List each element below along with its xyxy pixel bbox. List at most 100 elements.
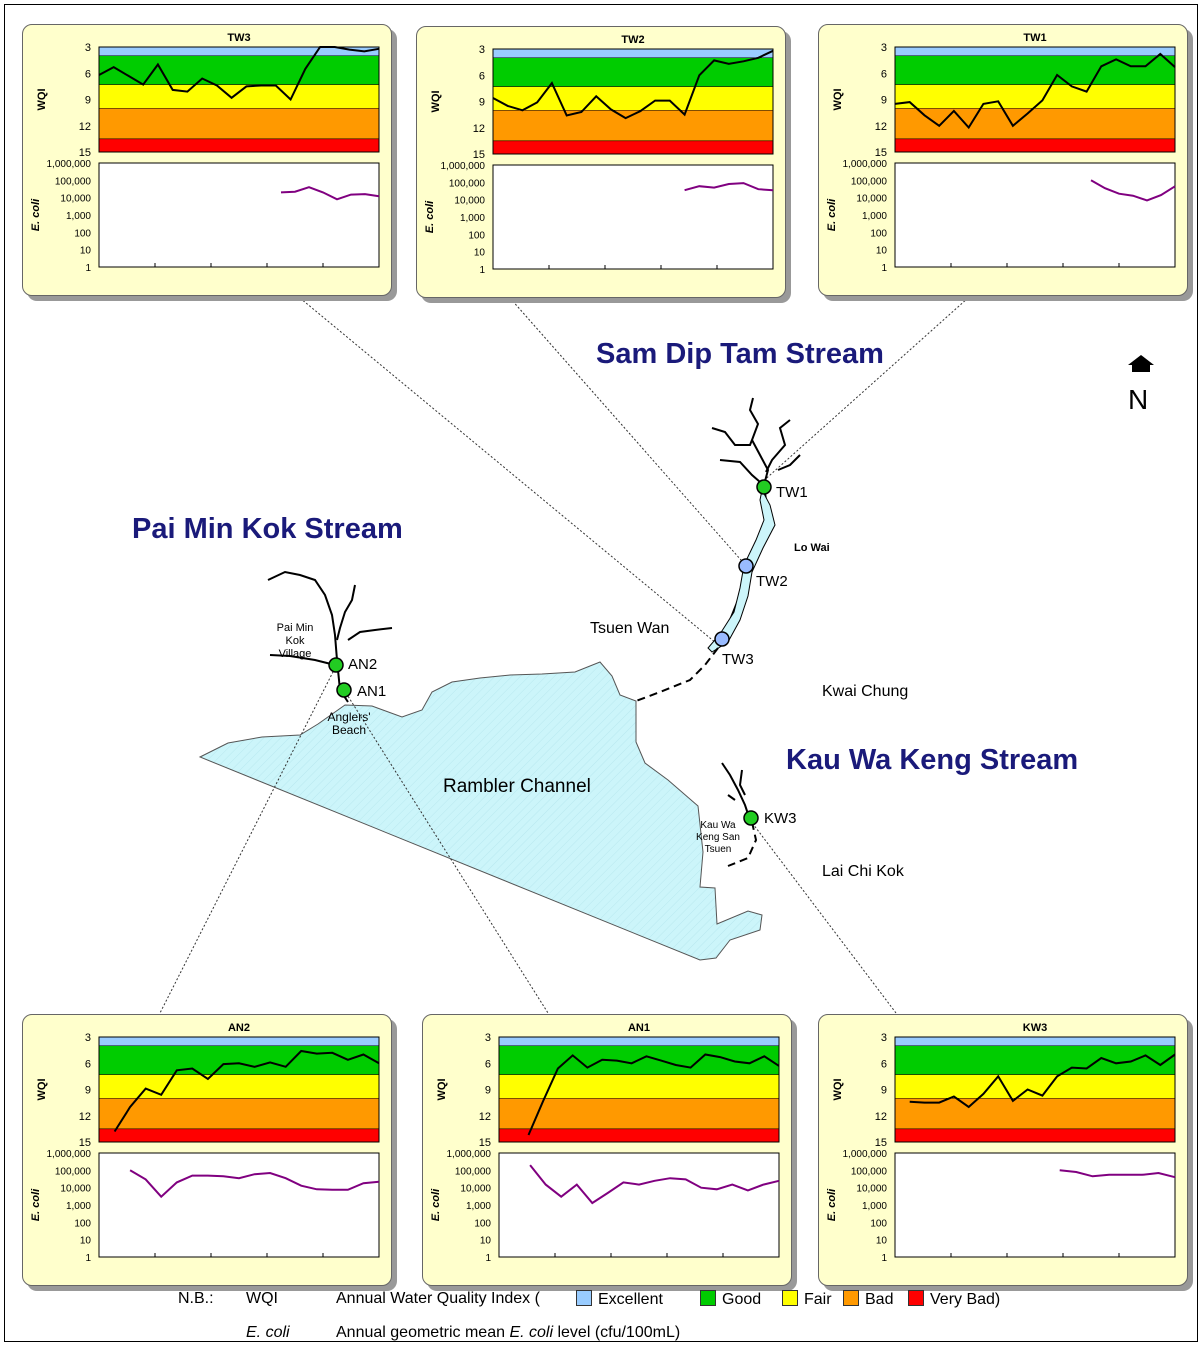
chart-kw3: KW3 3 6 9 12 15 WQI 1,000,000 100,000 10,000 1,000… — [826, 1022, 1176, 1264]
ecoli-tick-label: 1,000 — [466, 1201, 491, 1212]
band-very-bad — [98, 138, 380, 153]
band-bad — [498, 1098, 780, 1130]
ecoli-tick-label: 100,000 — [455, 1166, 492, 1177]
ecoli-tick-label: 1,000 — [862, 1201, 887, 1212]
ecoli-tick-label: 10,000 — [60, 1184, 91, 1195]
wqi-plot-frame — [98, 1036, 380, 1143]
station-an2-label: AN2 — [348, 656, 378, 673]
wqi-axis-label: WQI — [36, 89, 48, 111]
ecoli-tick-label: 100,000 — [449, 178, 486, 189]
wqi-tick-label: 12 — [79, 121, 91, 133]
ecoli-tick-label: 100,000 — [55, 1166, 92, 1177]
panel-tw2: TW2 3 6 9 12 15 WQI 1,000,000 100,000 10,000 1,000… — [416, 26, 786, 298]
ecoli-tick-label: 100,000 — [851, 176, 888, 187]
ecoli-plot-frame — [894, 162, 1176, 268]
band-excellent — [98, 1036, 380, 1046]
wqi-series-line — [113, 1049, 380, 1133]
chart-title: TW1 — [1023, 32, 1046, 44]
pai-min-kok-village-label: Pai Min Kok Village — [276, 622, 314, 660]
wqi-tick-label: 15 — [473, 149, 485, 161]
station-tw2-label: TW2 — [756, 573, 788, 590]
legend-ecoli-key: E. coli — [246, 1324, 290, 1341]
wqi-tick-label: 3 — [479, 44, 485, 56]
legend-very-bad: Very Bad) — [908, 1290, 1000, 1309]
wqi-plot-frame — [498, 1036, 780, 1143]
station-an1-marker — [336, 682, 352, 698]
wqi-plot-frame — [894, 1036, 1176, 1143]
north-letter: N — [1128, 384, 1149, 415]
wqi-axis-label: WQI — [832, 1079, 844, 1101]
wqi-tick-label: 6 — [85, 68, 91, 80]
legend-fair: Fair — [782, 1290, 832, 1309]
wqi-series-line — [894, 52, 1176, 130]
ecoli-tick-label: 1 — [881, 263, 887, 274]
ecoli-tick-label: 10,000 — [460, 1184, 491, 1195]
wqi-tick-label: 9 — [85, 95, 91, 107]
ecoli-tick-label: 1,000,000 — [47, 159, 92, 170]
wqi-tick-label: 3 — [485, 1032, 491, 1044]
station-tw1-label: TW1 — [776, 484, 808, 501]
wqi-tick-label: 9 — [881, 95, 887, 107]
station-an1-label: AN1 — [357, 683, 387, 700]
ecoli-tick-label: 1,000,000 — [843, 159, 888, 170]
wqi-series-line — [527, 1053, 780, 1136]
ecoli-axis-label: E. coli — [30, 1188, 42, 1221]
station-kw3-marker — [743, 810, 759, 826]
wqi-axis-label: WQI — [36, 1079, 48, 1101]
chart-tw3: TW3 3 6 9 12 15 WQI 1,000,000 100,000 10,000 1,000… — [30, 32, 380, 274]
wqi-tick-label: 15 — [79, 1137, 91, 1149]
ecoli-tick-label: 100 — [474, 1218, 491, 1229]
kau-wa-keng-stream-lines — [721, 762, 751, 821]
ecoli-series-line — [280, 186, 380, 201]
connector-tw1 — [759, 297, 969, 485]
ecoli-plot-frame — [492, 164, 774, 270]
chart-title: TW2 — [621, 34, 644, 46]
panel-tw3: TW3 3 6 9 12 15 WQI 1,000,000 100,000 10,000 1,000… — [22, 24, 392, 296]
ecoli-series-line — [129, 1169, 380, 1199]
wqi-tick-label: 12 — [479, 1111, 491, 1123]
wqi-series-line — [492, 49, 774, 120]
ecoli-tick-label: 1 — [881, 1253, 887, 1264]
band-very-bad — [894, 138, 1176, 153]
tsuen-wan-label: Tsuen Wan — [590, 620, 670, 637]
band-fair — [894, 1074, 1176, 1099]
ecoli-tick-label: 1,000,000 — [447, 1149, 492, 1160]
band-bad — [98, 1098, 380, 1130]
wqi-axis-label: WQI — [832, 89, 844, 111]
chart-tw1: TW1 3 6 9 12 15 WQI 1,000,000 100,000 10,000 1,000… — [826, 32, 1176, 274]
wqi-tick-label: 15 — [479, 1137, 491, 1149]
wqi-tick-label: 9 — [85, 1085, 91, 1097]
ecoli-tick-label: 10,000 — [60, 194, 91, 205]
legend-wqi-desc: Annual Water Quality Index ( — [336, 1290, 540, 1307]
wqi-tick-label: 3 — [85, 1032, 91, 1044]
wqi-tick-label: 12 — [79, 1111, 91, 1123]
panel-kw3: KW3 3 6 9 12 15 WQI 1,000,000 100,000 10,000 1,000… — [818, 1014, 1188, 1286]
station-markers — [328, 479, 772, 826]
wqi-plot-frame — [492, 48, 774, 155]
ecoli-tick-label: 1,000,000 — [441, 161, 486, 172]
ecoli-series-line — [1090, 179, 1176, 202]
wqi-tick-label: 6 — [881, 68, 887, 80]
ecoli-plot-frame — [894, 1152, 1176, 1258]
sam-dip-tam-stream-title: Sam Dip Tam Stream — [596, 338, 884, 370]
wqi-axis-label: WQI — [436, 1079, 448, 1101]
wqi-tick-label: 9 — [479, 97, 485, 109]
panel-an2: AN2 3 6 9 12 15 WQI 1,000,000 100,000 10,000 1,000… — [22, 1014, 392, 1286]
wqi-axis-label: WQI — [430, 91, 442, 113]
ecoli-series-line — [1059, 1169, 1176, 1179]
connector-an1 — [345, 692, 549, 1014]
legend-bad: Bad — [843, 1290, 893, 1309]
wqi-tick-label: 6 — [881, 1058, 887, 1070]
band-excellent — [498, 1036, 780, 1046]
ecoli-tick-label: 100 — [74, 228, 91, 239]
chart-tw2: TW2 3 6 9 12 15 WQI 1,000,000 100,000 10,000 1,000… — [424, 34, 774, 276]
swatch-good — [700, 1290, 716, 1306]
ecoli-tick-label: 10 — [80, 1236, 92, 1247]
legend-ecoli-desc: Annual geometric mean E. coli level (cfu… — [336, 1324, 681, 1341]
wqi-tick-label: 6 — [485, 1058, 491, 1070]
station-tw3-label: TW3 — [722, 651, 754, 668]
band-excellent — [492, 48, 774, 58]
legend-nb: N.B.: — [178, 1290, 214, 1307]
ecoli-tick-label: 1,000 — [460, 213, 485, 224]
